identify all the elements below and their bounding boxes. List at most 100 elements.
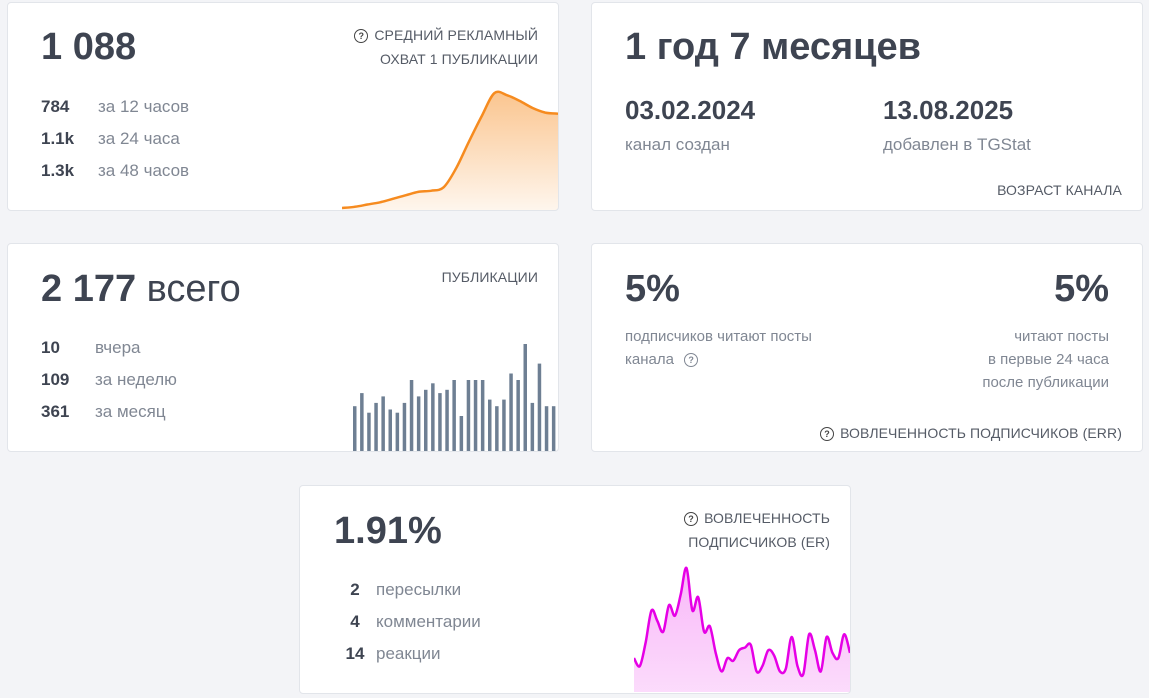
- reach-row: 1.3k за 48 часов: [41, 155, 189, 187]
- chart-bar: [537, 363, 542, 451]
- help-icon[interactable]: ?: [684, 512, 699, 526]
- reach-caption-line2: ОХВАТ 1 ПУБЛИКАЦИИ: [379, 51, 538, 67]
- added-label: добавлен в TGStat: [883, 135, 1031, 154]
- age-card: 1 год 7 месяцев 03.02.2024 канал создан …: [591, 2, 1143, 211]
- chart-bar: [530, 402, 535, 451]
- chart-bar: [480, 380, 485, 451]
- err-right-label-line2: в первые 24 часа: [987, 351, 1109, 368]
- chart-bar: [360, 393, 364, 451]
- err-left-label-line1: подписчиков читают посты: [625, 328, 812, 345]
- posts-total-suffix: всего: [146, 268, 241, 310]
- er-row: 4 комментарии: [334, 606, 481, 638]
- reach-row-label: за 12 часов: [98, 97, 190, 116]
- posts-chart: [353, 344, 556, 451]
- age-value: 1 год 7 месяцев: [625, 26, 922, 68]
- reach-row-label: за 24 часа: [98, 129, 180, 148]
- chart-bar: [523, 344, 527, 451]
- chart-bar: [509, 373, 513, 451]
- chart-bar: [438, 393, 442, 451]
- chart-bar: [367, 412, 371, 451]
- reach-row-value: 1.1k: [41, 129, 75, 148]
- created-date: 03.02.2024: [625, 95, 756, 125]
- chart-area: [634, 567, 850, 692]
- chart-line: [634, 566, 850, 678]
- chart-bar: [424, 389, 428, 451]
- chart-bar: [452, 380, 456, 451]
- posts-row-value: 10: [41, 338, 60, 357]
- help-icon[interactable]: ?: [820, 427, 835, 441]
- chart-bar: [473, 380, 478, 451]
- err-left-value: 5%: [625, 268, 680, 310]
- reach-row-label: за 48 часов: [98, 161, 190, 180]
- er-value: 1.91%: [334, 510, 442, 552]
- created-label: канал создан: [625, 135, 730, 154]
- er-row: 14 реакции: [334, 638, 481, 670]
- posts-value: 2 177 всего: [41, 270, 241, 308]
- help-icon[interactable]: ?: [684, 353, 699, 367]
- posts-row-value: 109: [41, 370, 70, 389]
- reach-stats: 784 за 12 часов 1.1k за 24 часа 1.3k за 48 …: [41, 91, 189, 187]
- age-caption: ВОЗРАСТ КАНАЛА: [997, 182, 1122, 198]
- er-caption-line1: ВОВЛЕЧЕННОСТЬ: [704, 510, 830, 526]
- reach-row-value: 1.3k: [41, 161, 75, 180]
- chart-bar: [502, 399, 506, 451]
- chart-bar: [402, 402, 407, 451]
- chart-bar: [431, 383, 435, 451]
- er-row: 2 пересылки: [334, 574, 481, 606]
- err-right-label-line3: после публикации: [982, 374, 1109, 391]
- err-left-label-line2: канала: [625, 351, 674, 368]
- er-row-label: реакции: [376, 644, 441, 663]
- reach-row: 784 за 12 часов: [41, 91, 189, 123]
- help-icon[interactable]: ?: [354, 29, 369, 43]
- chart-area: [342, 91, 558, 210]
- posts-row: 361 за месяц: [41, 396, 177, 428]
- posts-total: 2 177: [41, 268, 137, 310]
- er-chart: [634, 566, 850, 692]
- chart-bar: [516, 380, 520, 451]
- err-right-label-line1: читают посты: [1014, 328, 1109, 345]
- reach-caption[interactable]: ? СРЕДНИЙ РЕКЛАМНЫЙ ОХВАТ 1 ПУБЛИКАЦИИ: [354, 23, 538, 71]
- chart-bar: [445, 389, 449, 451]
- chart-bar: [459, 416, 464, 451]
- chart-bar: [551, 406, 556, 451]
- er-caption-line2: ПОДПИСЧИКОВ (ER): [688, 534, 830, 550]
- err-left-label: подписчиков читают посты канала ?: [625, 325, 812, 371]
- chart-bar: [544, 406, 549, 451]
- posts-card: 2 177 всего ПУБЛИКАЦИИ 10 вчера 109 за нед…: [7, 243, 559, 452]
- chart-bar: [388, 409, 392, 451]
- chart-bar: [381, 396, 385, 451]
- posts-stats: 10 вчера 109 за неделю 361 за месяц: [41, 332, 177, 428]
- reach-chart: [342, 90, 558, 210]
- reach-row-value: 784: [41, 97, 70, 116]
- chart-bar: [416, 396, 421, 451]
- er-row-label: комментарии: [376, 612, 481, 631]
- chart-line: [342, 90, 558, 210]
- err-right-value: 5%: [1054, 268, 1109, 310]
- chart-bar: [409, 380, 414, 451]
- reach-card: 1 088 ? СРЕДНИЙ РЕКЛАМНЫЙ ОХВАТ 1 ПУБЛИКА…: [7, 2, 559, 211]
- er-row-value: 14: [345, 644, 365, 663]
- chart-bar: [466, 380, 471, 451]
- err-caption[interactable]: ? ВОВЛЕЧЕННОСТЬ ПОДПИСЧИКОВ (ERR): [820, 421, 1122, 445]
- posts-row-label: вчера: [95, 338, 141, 357]
- chart-bar: [495, 406, 499, 451]
- er-row-value: 2: [350, 580, 360, 599]
- er-row-value: 4: [350, 612, 360, 631]
- er-stats: 2 пересылки 4 комментарии 14 реакции: [334, 574, 481, 670]
- err-caption-text: ВОВЛЕЧЕННОСТЬ ПОДПИСЧИКОВ (ERR): [840, 425, 1122, 441]
- posts-row-label: за месяц: [95, 402, 166, 421]
- reach-caption-line1: СРЕДНИЙ РЕКЛАМНЫЙ: [374, 27, 538, 43]
- er-caption[interactable]: ? ВОВЛЕЧЕННОСТЬ ПОДПИСЧИКОВ (ER): [684, 506, 830, 554]
- chart-bar: [395, 412, 400, 451]
- added-date: 13.08.2025: [883, 95, 1014, 125]
- posts-row: 10 вчера: [41, 332, 177, 364]
- posts-row-label: за неделю: [95, 370, 177, 389]
- chart-bar: [488, 399, 492, 451]
- reach-value: 1 088: [41, 26, 137, 68]
- posts-row-value: 361: [41, 402, 70, 421]
- posts-row: 109 за неделю: [41, 364, 177, 396]
- chart-bar: [374, 402, 378, 451]
- err-card: 5% подписчиков читают посты канала ? 5% …: [591, 243, 1143, 452]
- err-right-label: читают посты в первые 24 часа после публ…: [982, 325, 1109, 394]
